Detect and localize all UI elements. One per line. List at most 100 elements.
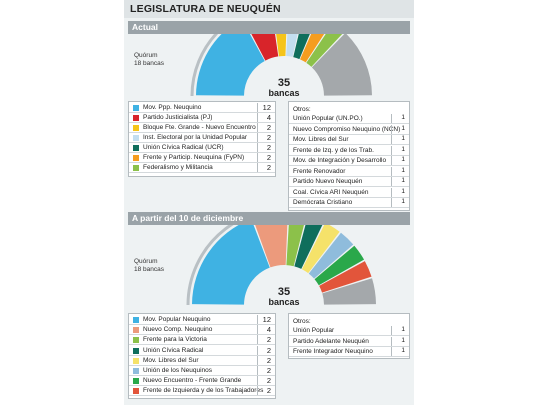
seat-segment-inst-electoral-por-la-unidad-popular: [286, 34, 298, 57]
legend-separator: [257, 103, 258, 113]
legend-separator: [257, 113, 258, 123]
legend-row-union-popular: Unión Popular 1: [289, 326, 409, 336]
legend-row-divider: [129, 354, 275, 356]
section-label-december: A partir del 10 de diciembre: [132, 213, 244, 223]
legend-label: Nuevo Encuentro - Frente Grande: [143, 377, 242, 385]
legend-seat-count: 1: [401, 145, 405, 153]
legend-label: Partido Justicialista (PJ): [143, 114, 213, 121]
legend-label: Inst. Electoral por la Unidad Popular: [143, 134, 248, 141]
legend-swatch: [133, 145, 139, 151]
quorum-label: Quórum: [134, 258, 158, 265]
legend-row-union-civica-radical: Unión Cívica Radical 2: [129, 345, 275, 356]
legend-label: Frente de Izquierda y de los Trabajadore…: [143, 387, 264, 395]
legend-separator: [257, 153, 258, 163]
total-seats-unit: bancas: [268, 88, 299, 98]
legend-row-divider: [289, 123, 409, 124]
legend-separator: [391, 187, 392, 198]
quorum-value: 18 bancas: [134, 265, 164, 273]
seat-segment-federalismo-y-militancia: [306, 34, 343, 67]
others-title: Otros:: [293, 106, 311, 113]
legend-row-partido-nuevo-neuquen: Partido Nuevo Neuquén 1: [289, 177, 409, 187]
legend-seat-count: 1: [401, 166, 405, 174]
legend-seat-count: 4: [266, 113, 271, 122]
quorum-value: 18 bancas: [134, 59, 164, 67]
legend-label: Mov. Libres del Sur: [143, 356, 199, 364]
seat-segment-nuevo-encuentro-frente-grande: [314, 245, 365, 286]
legend-label: Mov. Libres del Sur: [293, 136, 349, 143]
legend-row-frente-para-la-victoria: Frente para la Victoria 2: [129, 335, 275, 346]
seat-segment-union-civica-radical: [294, 225, 323, 269]
total-seats-unit: bancas: [268, 297, 299, 307]
seat-segment-frente-y-particip-neuquina-fypn: [300, 34, 325, 63]
legend-seat-count: 12: [262, 315, 271, 324]
legend-label: Mov. Popular Neuquino: [143, 316, 211, 323]
legend-seat-count: 1: [401, 198, 405, 205]
legend-seat-count: 1: [401, 326, 405, 333]
legend-separator: [257, 315, 258, 325]
others-title: Otros:: [293, 318, 311, 325]
legend-row-federalismo-y-militancia: Federalismo y Militancia 2: [129, 163, 275, 173]
legend-seat-count: 2: [266, 133, 271, 142]
legend-separator: [391, 326, 392, 336]
legend-separator: [257, 355, 258, 366]
legend-swatch: [133, 125, 139, 131]
legend-row-frente-de-izq-y-de-los-trab: Frente de Izq. y de los Trab. 1: [289, 145, 409, 156]
quorum-arc: [190, 34, 219, 97]
legend-row-divider: [289, 356, 409, 357]
legend-label: Frente Renovador: [293, 167, 346, 175]
seat-segment-frente-para-la-victoria: [286, 225, 304, 267]
legend-row-nuevo-compromiso-neuquino-ncn: Nuevo Compromiso Neuquino (NCN) 1: [289, 124, 409, 135]
legend-row-frente-integrador-neuquino: Frente Integrador Neuquino 1: [289, 347, 409, 357]
legend-separator: [391, 177, 392, 187]
legend-row-mov-libres-del-sur: Mov. Libres del Sur 1: [289, 135, 409, 145]
quorum-note-december: Quórum 18 bancas: [134, 258, 164, 273]
legend-label: Demócrata Cristiano: [293, 199, 353, 206]
legend-separator: [391, 166, 392, 177]
legend-row-divider: [289, 335, 409, 336]
legend-label: Frente para la Victoria: [143, 336, 207, 344]
legend-separator: [391, 114, 392, 124]
quorum-note-actual: Quórum 18 bancas: [134, 52, 164, 67]
legend-row-divider: [129, 344, 275, 346]
legend-swatch: [133, 368, 139, 374]
legend-separator: [391, 156, 392, 166]
legend-row-union-civica-radical-ucr: Unión Cívica Radical (UCR) 2: [129, 143, 275, 153]
legend-separator: [391, 145, 392, 156]
legend-row-divider: [129, 385, 275, 387]
legend-label: Unión Popular (UN.PO.): [293, 115, 363, 122]
section-bar-december: A partir del 10 de diciembre: [128, 212, 410, 225]
legend-swatch: [133, 327, 139, 334]
legend-separator: [391, 135, 392, 145]
party-legend-actual: Mov. Ppp. Neuquino 12 Partido Justicialist…: [128, 101, 276, 177]
legend-separator: [257, 386, 258, 397]
legend-separator: [257, 376, 258, 387]
legend-swatch: [133, 347, 139, 354]
legend-row-mov-libres-del-sur: Mov. Libres del Sur 2: [129, 355, 275, 366]
legend-row-divider: [289, 196, 409, 198]
seat-segment-nuevo-comp-neuquino: [255, 225, 288, 268]
legend-row-union-popular-un-po: Unión Popular (UN.PO.) 1: [289, 114, 409, 124]
legend-seat-count: 1: [401, 124, 405, 132]
legend-swatch: [133, 357, 139, 364]
legend-separator: [391, 336, 392, 347]
legend-seat-count: 2: [266, 153, 271, 162]
others-legend-december: Otros: Unión Popular 1 Partido Adelante Ne…: [288, 313, 410, 359]
legend-row-divider: [129, 142, 275, 143]
others-legend-actual: Otros: Unión Popular (UN.PO.) 1 Nuevo Comp…: [288, 101, 410, 211]
seat-segment-bloque-fte-grande-nuevo-encuentro: [276, 34, 287, 57]
legend-swatch: [133, 388, 139, 395]
legend-row-mov-de-integracion-y-desarrollo: Mov. de Integración y Desarrollo 1: [289, 156, 409, 166]
legend-swatch: [133, 317, 139, 323]
legend-row-divider: [289, 144, 409, 145]
legend-row-divider: [129, 172, 275, 173]
seat-segment-union-civica-radical-ucr: [293, 34, 310, 60]
legend-separator: [257, 143, 258, 153]
legend-swatch: [133, 155, 139, 161]
legend-seat-count: 2: [266, 376, 271, 386]
legend-separator: [257, 366, 258, 376]
legend-seat-count: 2: [266, 366, 271, 375]
legend-label: Unión Cívica Radical: [143, 346, 204, 354]
legend-row-divider: [289, 133, 409, 135]
legend-row-divider: [129, 334, 275, 336]
